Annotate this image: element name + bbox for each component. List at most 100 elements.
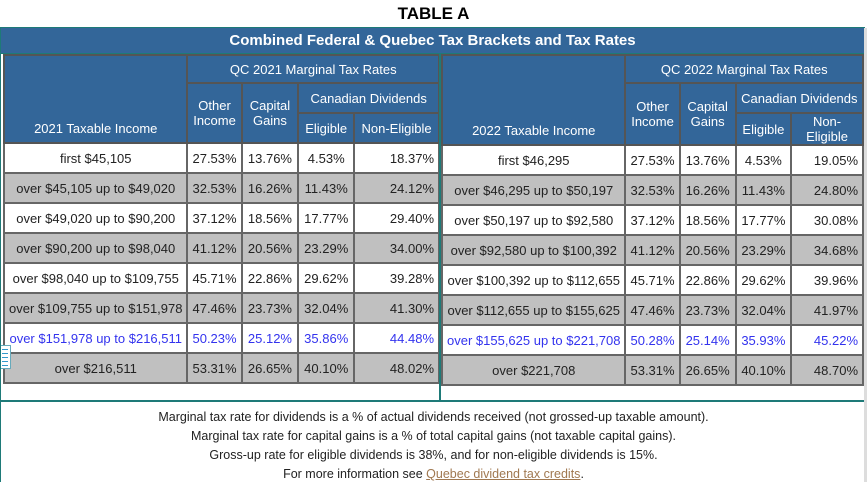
other-income-cell: 50.23% <box>186 322 243 354</box>
rates-table-2021: 2021 Taxable Income QC 2021 Marginal Tax… <box>2 54 440 384</box>
capital-gains-cell: 22.86% <box>678 264 737 296</box>
income-cell: over $100,392 up to $112,655 <box>440 264 627 296</box>
income-header: 2022 Taxable Income <box>440 54 627 146</box>
other-income-cell: 32.53% <box>186 172 243 204</box>
scrollbar[interactable] <box>864 28 867 482</box>
income-cell: over $49,020 up to $90,200 <box>2 202 189 234</box>
other-income-cell: 41.12% <box>186 232 243 264</box>
eligible-dividend-cell: 29.62% <box>734 264 793 296</box>
table-row: over $46,295 up to $50,197 32.53% 16.26% 11… <box>440 174 864 206</box>
more-info-suffix: . <box>580 467 584 481</box>
table-row: over $90,200 up to $98,040 41.12% 20.56% 23… <box>2 232 440 264</box>
non-eligible-dividend-cell: 34.00% <box>353 232 440 264</box>
income-header: 2021 Taxable Income <box>2 54 189 144</box>
eligible-dividend-cell: 17.77% <box>734 204 793 236</box>
table-row: over $92,580 up to $100,392 41.12% 20.56% 2… <box>440 234 864 266</box>
canadian-dividends-header: Canadian Dividends <box>297 82 440 114</box>
capital-gains-cell: 16.26% <box>240 172 300 204</box>
other-income-cell: 45.71% <box>624 264 681 296</box>
income-cell: over $92,580 up to $100,392 <box>440 234 627 266</box>
table-row: over $98,040 up to $109,755 45.71% 22.86% 2… <box>2 262 440 294</box>
capital-gains-cell: 18.56% <box>678 204 737 236</box>
income-cell: over $151,978 up to $216,511 <box>2 322 189 354</box>
non-eligible-dividend-cell: 19.05% <box>790 144 864 176</box>
other-income-header: Other Income <box>186 82 243 144</box>
capital-gains-cell: 26.65% <box>240 352 300 384</box>
non-eligible-dividend-cell: 39.96% <box>790 264 864 296</box>
more-info-line: For more information see Quebec dividend… <box>0 465 867 484</box>
drag-handle-icon[interactable] <box>1 345 11 369</box>
table-row: first $46,295 27.53% 13.76% 4.53% 19.05% <box>440 144 864 176</box>
other-income-header: Other Income <box>624 82 681 146</box>
table-row: over $155,625 up to $221,708 50.28% 25.14%… <box>440 324 864 356</box>
capital-gains-cell: 20.56% <box>678 234 737 266</box>
eligible-dividend-cell: 4.53% <box>734 144 793 176</box>
year-divider <box>439 54 441 400</box>
other-income-cell: 53.31% <box>186 352 243 384</box>
income-cell: over $216,511 <box>2 352 189 384</box>
income-cell: over $155,625 up to $221,708 <box>440 324 627 356</box>
income-cell: over $109,755 up to $151,978 <box>2 292 189 324</box>
table-row: over $109,755 up to $151,978 47.46% 23.73%… <box>2 292 440 324</box>
non-eligible-header: Non-Eligible <box>790 112 864 146</box>
non-eligible-dividend-cell: 41.30% <box>353 292 440 324</box>
non-eligible-dividend-cell: 39.28% <box>353 262 440 294</box>
income-cell: over $112,655 up to $155,625 <box>440 294 627 326</box>
rates-body-2022: first $46,295 27.53% 13.76% 4.53% 19.05% over… <box>440 144 864 386</box>
non-eligible-dividend-cell: 45.22% <box>790 324 864 356</box>
capital-gains-cell: 25.14% <box>678 324 737 356</box>
income-cell: first $45,105 <box>2 142 189 174</box>
other-income-cell: 50.28% <box>624 324 681 356</box>
table-row: over $50,197 up to $92,580 37.12% 18.56% 17… <box>440 204 864 236</box>
capital-gains-cell: 23.73% <box>240 292 300 324</box>
other-income-cell: 32.53% <box>624 174 681 206</box>
title-divider <box>1 53 864 54</box>
table-bottom-border <box>1 400 864 402</box>
non-eligible-dividend-cell: 48.70% <box>790 354 864 386</box>
income-cell: over $98,040 up to $109,755 <box>2 262 189 294</box>
capital-gains-cell: 22.86% <box>240 262 300 294</box>
quebec-dividend-tax-credits-link[interactable]: Quebec dividend tax credits <box>426 467 581 481</box>
other-income-cell: 53.31% <box>624 354 681 386</box>
footnote: Marginal tax rate for dividends is a % o… <box>158 410 709 424</box>
income-cell: over $221,708 <box>440 354 627 386</box>
eligible-dividend-cell: 23.29% <box>734 234 793 266</box>
non-eligible-header: Non-Eligible <box>353 112 440 144</box>
other-income-cell: 37.12% <box>624 204 681 236</box>
other-income-cell: 41.12% <box>624 234 681 266</box>
more-info-prefix: For more information see <box>283 467 427 481</box>
non-eligible-dividend-cell: 48.02% <box>353 352 440 384</box>
footnote: Gross-up rate for eligible dividends is … <box>209 448 658 462</box>
income-cell: over $50,197 up to $92,580 <box>440 204 627 236</box>
capital-gains-cell: 13.76% <box>240 142 300 174</box>
income-cell: first $46,295 <box>440 144 627 176</box>
eligible-dividend-cell: 17.77% <box>297 202 356 234</box>
non-eligible-dividend-cell: 29.40% <box>353 202 440 234</box>
eligible-dividend-cell: 4.53% <box>297 142 356 174</box>
table-row: over $45,105 up to $49,020 32.53% 16.26% 11… <box>2 172 440 204</box>
table-row: over $100,392 up to $112,655 45.71% 22.86%… <box>440 264 864 296</box>
other-income-cell: 45.71% <box>186 262 243 294</box>
eligible-dividend-cell: 11.43% <box>297 172 356 204</box>
capital-gains-cell: 25.12% <box>240 322 300 354</box>
table-row: over $49,020 up to $90,200 37.12% 18.56% 17… <box>2 202 440 234</box>
non-eligible-dividend-cell: 24.12% <box>353 172 440 204</box>
table-row: over $151,978 up to $216,511 50.23% 25.12%… <box>2 322 440 354</box>
capital-gains-cell: 13.76% <box>678 144 737 176</box>
non-eligible-dividend-cell: 18.37% <box>353 142 440 174</box>
income-cell: over $90,200 up to $98,040 <box>2 232 189 264</box>
income-cell: over $45,105 up to $49,020 <box>2 172 189 204</box>
other-income-cell: 47.46% <box>186 292 243 324</box>
other-income-cell: 37.12% <box>186 202 243 234</box>
eligible-header: Eligible <box>734 112 793 146</box>
eligible-header: Eligible <box>297 112 356 144</box>
canadian-dividends-header: Canadian Dividends <box>734 82 865 114</box>
rates-body-2021: first $45,105 27.53% 13.76% 4.53% 18.37% over… <box>2 142 440 384</box>
other-income-cell: 27.53% <box>624 144 681 176</box>
other-income-cell: 27.53% <box>186 142 243 174</box>
eligible-dividend-cell: 32.04% <box>734 294 793 326</box>
group-header: QC 2022 Marginal Tax Rates <box>624 54 864 84</box>
table-title: Combined Federal & Quebec Tax Brackets a… <box>1 28 864 53</box>
eligible-dividend-cell: 11.43% <box>734 174 793 206</box>
footnote: Marginal tax rate for capital gains is a… <box>191 429 676 443</box>
